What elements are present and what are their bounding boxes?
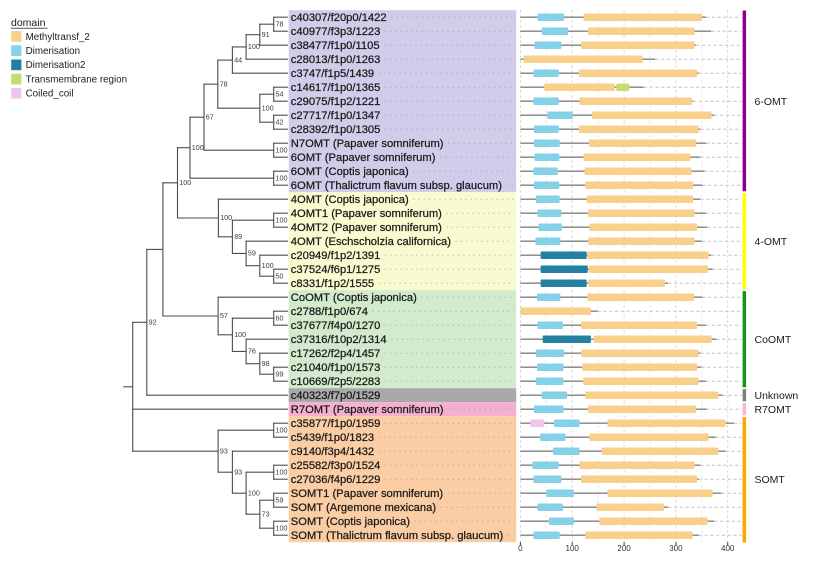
svg-text:100: 100 [262, 103, 274, 112]
svg-text:4OMT1 (Papaver somniferum): 4OMT1 (Papaver somniferum) [291, 208, 442, 220]
svg-text:c40977/f3p3/1223: c40977/f3p3/1223 [291, 26, 381, 38]
svg-text:4OMT2 (Papaver somniferum): 4OMT2 (Papaver somniferum) [291, 222, 442, 234]
svg-text:Coiled_coil: Coiled_coil [26, 89, 74, 100]
svg-text:SOMT1 (Papaver somniferum): SOMT1 (Papaver somniferum) [291, 488, 444, 500]
svg-text:c9140/f3p4/1432: c9140/f3p4/1432 [291, 446, 374, 458]
svg-text:100: 100 [276, 523, 288, 532]
svg-text:c37677/f4p0/1270: c37677/f4p0/1270 [291, 320, 381, 332]
svg-text:c17262/f2p4/1457: c17262/f2p4/1457 [291, 348, 381, 360]
svg-text:100: 100 [179, 178, 191, 187]
svg-text:c8331/f1p2/1555: c8331/f1p2/1555 [291, 278, 374, 290]
svg-text:100: 100 [248, 42, 260, 51]
svg-text:100: 100 [276, 145, 288, 154]
svg-text:400: 400 [721, 544, 735, 553]
svg-text:57: 57 [220, 311, 228, 320]
svg-text:0: 0 [518, 544, 523, 553]
svg-text:c27717/f1p0/1347: c27717/f1p0/1347 [291, 110, 381, 122]
svg-text:60: 60 [276, 313, 284, 322]
svg-text:Dimerisation: Dimerisation [26, 46, 80, 57]
svg-text:c40307/f20p0/1422: c40307/f20p0/1422 [291, 12, 387, 24]
svg-text:c20949/f1p2/1391: c20949/f1p2/1391 [291, 250, 381, 262]
svg-text:78: 78 [276, 19, 284, 28]
svg-text:6OMT (Papaver somniferum): 6OMT (Papaver somniferum) [291, 152, 436, 164]
svg-text:4OMT (Eschscholzia californica: 4OMT (Eschscholzia californica) [291, 236, 451, 248]
svg-text:SOMT (Thalictrum flavum subsp.: SOMT (Thalictrum flavum subsp. glaucum) [291, 530, 504, 542]
svg-text:c28013/f1p0/1263: c28013/f1p0/1263 [291, 54, 381, 66]
svg-text:Dimerisation2: Dimerisation2 [26, 60, 86, 71]
svg-text:200: 200 [617, 544, 631, 553]
svg-text:CoOMT (Coptis japonica): CoOMT (Coptis japonica) [291, 292, 417, 304]
svg-text:50: 50 [276, 271, 284, 280]
svg-text:N7OMT (Papaver somniferum): N7OMT (Papaver somniferum) [291, 138, 444, 150]
svg-text:c29075/f1p2/1221: c29075/f1p2/1221 [291, 96, 381, 108]
svg-text:c5439/f1p0/1823: c5439/f1p0/1823 [291, 432, 374, 444]
svg-text:100: 100 [234, 330, 246, 339]
svg-text:Transmembrane region: Transmembrane region [26, 74, 127, 85]
svg-text:100: 100 [192, 143, 204, 152]
svg-text:100: 100 [276, 173, 288, 182]
svg-text:73: 73 [262, 509, 270, 518]
svg-text:76: 76 [248, 347, 256, 356]
svg-text:91: 91 [262, 30, 270, 39]
svg-text:93: 93 [220, 446, 228, 455]
svg-text:c38477/f1p0/1105: c38477/f1p0/1105 [291, 40, 380, 52]
svg-text:300: 300 [669, 544, 683, 553]
svg-text:100: 100 [276, 425, 288, 434]
svg-text:SOMT: SOMT [755, 474, 786, 486]
svg-text:c21040/f1p0/1573: c21040/f1p0/1573 [291, 362, 381, 374]
svg-text:78: 78 [220, 79, 228, 88]
svg-text:6OMT (Thalictrum flavum subsp.: 6OMT (Thalictrum flavum subsp. glaucum) [291, 180, 502, 192]
svg-text:c10669/f2p5/2283: c10669/f2p5/2283 [291, 376, 381, 388]
svg-text:c28392/f1p0/1305: c28392/f1p0/1305 [291, 124, 381, 136]
svg-text:89: 89 [234, 232, 242, 241]
svg-text:c40323/f7p0/1529: c40323/f7p0/1529 [291, 390, 381, 402]
svg-text:100: 100 [262, 261, 274, 270]
svg-text:SOMT (Coptis japonica): SOMT (Coptis japonica) [291, 516, 410, 528]
svg-text:59: 59 [248, 249, 256, 258]
svg-text:59: 59 [276, 495, 284, 504]
svg-text:98: 98 [262, 359, 270, 368]
svg-text:4OMT (Coptis japonica): 4OMT (Coptis japonica) [291, 194, 409, 206]
svg-text:100: 100 [248, 488, 260, 497]
svg-text:c3747/f1p5/1439: c3747/f1p5/1439 [291, 68, 374, 80]
svg-text:100: 100 [220, 213, 232, 222]
svg-text:67: 67 [206, 112, 214, 121]
svg-text:c37524/f6p1/1275: c37524/f6p1/1275 [291, 264, 381, 276]
svg-text:100: 100 [566, 544, 580, 553]
svg-text:6-OMT: 6-OMT [755, 96, 788, 108]
svg-text:54: 54 [276, 89, 284, 98]
svg-text:c14617/f1p0/1365: c14617/f1p0/1365 [291, 82, 381, 94]
svg-text:c2788/f1p0/674: c2788/f1p0/674 [291, 306, 368, 318]
svg-text:domain: domain [11, 17, 46, 29]
svg-text:R7OMT (Papaver somniferum): R7OMT (Papaver somniferum) [291, 404, 444, 416]
svg-text:6OMT (Coptis japonica): 6OMT (Coptis japonica) [291, 166, 409, 178]
svg-text:99: 99 [276, 369, 284, 378]
svg-text:c25582/f3p0/1524: c25582/f3p0/1524 [291, 460, 381, 472]
svg-text:c35877/f1p0/1959: c35877/f1p0/1959 [291, 418, 381, 430]
svg-text:93: 93 [234, 467, 242, 476]
svg-text:92: 92 [149, 318, 157, 327]
svg-text:100: 100 [276, 467, 288, 476]
svg-text:42: 42 [276, 117, 284, 126]
svg-text:c27036/f4p6/1229: c27036/f4p6/1229 [291, 474, 381, 486]
svg-text:44: 44 [234, 55, 242, 64]
svg-text:4-OMT: 4-OMT [755, 236, 788, 248]
svg-text:100: 100 [276, 215, 288, 224]
svg-text:c37316/f10p2/1314: c37316/f10p2/1314 [291, 334, 387, 346]
svg-text:Methyltransf_2: Methyltransf_2 [26, 32, 90, 43]
svg-text:R7OMT: R7OMT [755, 404, 792, 416]
svg-text:Unknown: Unknown [755, 390, 799, 402]
svg-text:SOMT (Argemone mexicana): SOMT (Argemone mexicana) [291, 502, 437, 514]
svg-text:CoOMT: CoOMT [755, 334, 792, 346]
